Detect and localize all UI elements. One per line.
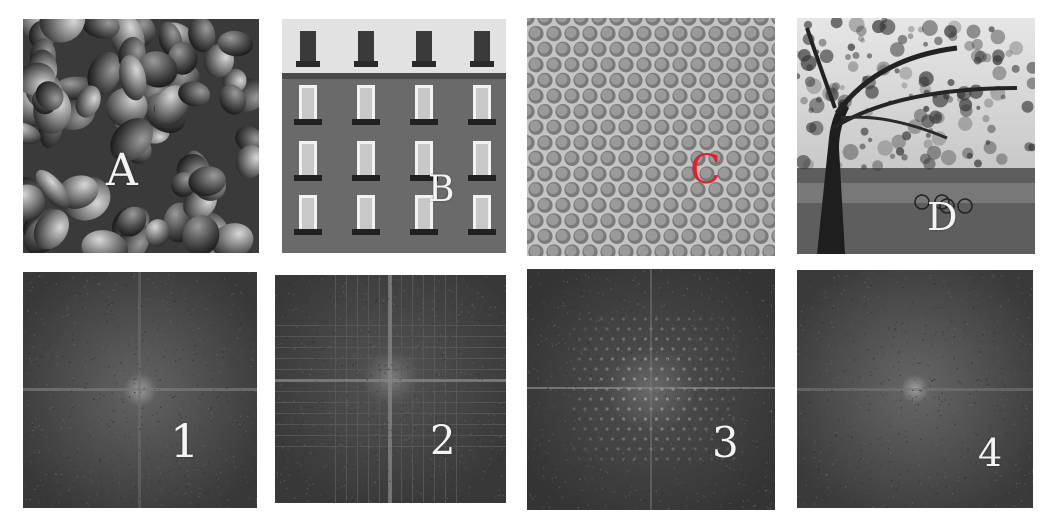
spectrum-3: 3 — [527, 269, 775, 510]
spectrum-4: 4 — [797, 270, 1033, 508]
spectrum-1: 1 — [23, 272, 257, 508]
label-d: D — [927, 195, 958, 239]
spectrum-2: 2 — [275, 275, 506, 503]
spectrum-2-image — [275, 275, 506, 503]
spectrum-1-image — [23, 272, 257, 508]
peppers-image — [23, 19, 259, 253]
spectrum-3-image — [527, 269, 775, 510]
label-a: A — [106, 145, 138, 196]
label-b: B — [428, 169, 455, 210]
label-4: 4 — [978, 431, 1003, 475]
building-image — [282, 19, 506, 253]
photo-a-peppers: A — [23, 19, 259, 253]
photo-d-tree: D — [797, 18, 1035, 254]
honeycomb-image — [527, 18, 775, 256]
label-1: 1 — [170, 414, 200, 468]
tree-image — [797, 18, 1035, 254]
label-3: 3 — [712, 418, 739, 467]
label-2: 2 — [430, 418, 456, 464]
spectrum-4-image — [797, 270, 1033, 508]
label-c: C — [690, 147, 721, 193]
photo-c-honeycomb: C — [527, 18, 775, 256]
photo-b-building: B — [282, 19, 506, 253]
